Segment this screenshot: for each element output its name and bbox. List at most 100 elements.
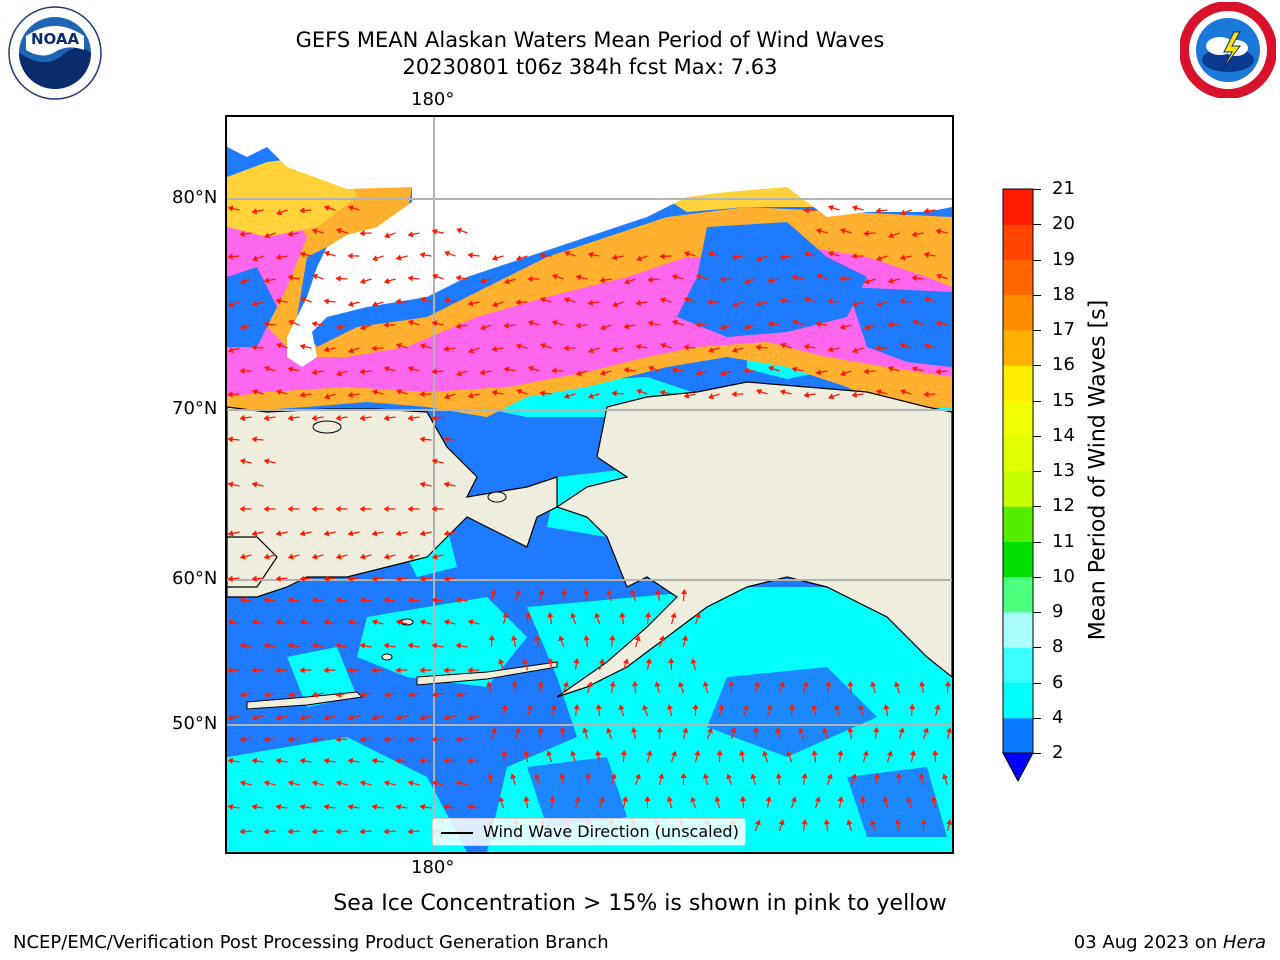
wind-wave-arrowhead-433 [934,704,941,711]
wind-wave-arrowhead-428 [811,703,818,710]
wind-wave-arrowhead-481 [646,750,653,757]
wind-wave-arrowhead-51 [779,253,786,261]
wind-wave-arrowhead-427 [789,703,796,710]
wind-wave-arrowhead-447 [559,726,566,733]
wind-wave-arrowhead-158 [468,347,475,354]
wind-wave-arrowhead-449 [606,727,613,734]
wind-wave-arrowhead-336 [263,642,270,649]
wind-wave-arrowhead-173 [827,346,834,353]
wind-wave-arrowhead-76 [671,274,678,281]
wind-wave-arrowhead-75 [647,276,653,283]
wind-wave-arrowhead-364 [467,667,473,674]
wind-wave-arrowhead-6 [803,207,809,214]
wind-wave-arrowhead-422 [666,704,673,710]
noaa-logo: NOAA [8,6,102,100]
wind-wave-arrowhead-200 [767,365,775,372]
wind-wave-arrowhead-170 [755,344,761,351]
wind-wave-arrowhead-305 [455,597,462,604]
wind-wave-arrowhead-157 [443,345,449,352]
wind-wave-arrowhead-553 [930,796,937,802]
wind-wave-arrowhead-479 [595,750,602,756]
wind-wave-arrowhead-109 [731,301,738,308]
wind-wave-arrowhead-257 [443,481,450,488]
wind-wave-arrowhead-71 [551,273,558,280]
wind-wave-arrowhead-555 [263,828,269,835]
wind-wave-arrowhead-93 [347,300,354,307]
wind-wave-arrowhead-227 [683,392,690,399]
wind-wave-arrowhead-375 [263,691,270,698]
wind-wave-arrowhead-142 [815,321,822,328]
wind-wave-arrowhead-95 [395,298,401,305]
wind-wave-arrowhead-344 [455,642,462,649]
wind-wave-arrowhead-223 [587,393,594,399]
wind-wave-arrowhead-469 [347,757,354,765]
wind-wave-arrowhead-531 [395,803,402,811]
wind-wave-arrowhead-202 [815,369,822,376]
wind-wave-arrowhead-211 [299,391,305,398]
colorbar-tick-17: 17 [1052,319,1075,340]
wind-wave-arrowhead-264 [383,505,389,513]
wind-wave-arrowhead-177 [923,343,930,350]
wind-wave-arrowhead-324 [443,619,450,626]
wind-wave-arrowhead-248 [251,436,257,443]
wind-wave-arrowhead-143 [839,323,846,330]
wind-wave-arrowhead-356 [275,667,281,674]
wind-wave-arrowhead-371 [645,658,652,664]
wind-wave-arrowhead-48 [707,251,714,258]
wind-wave-arrowhead-543 [690,796,697,803]
wind-wave-arrowhead-495 [263,780,270,787]
wind-wave-arrowhead-431 [883,704,890,710]
wind-wave-arrowhead-516 [775,772,782,779]
wind-wave-arrowhead-293 [395,575,401,582]
wind-wave-arrowhead-535 [498,796,505,803]
wind-wave-arrowhead-561 [407,828,413,835]
wind-wave-arrowhead-98 [467,300,474,307]
wind-wave-arrowhead-245 [407,414,414,422]
wind-wave-arrowhead-89 [251,300,258,307]
wind-wave-arrowhead-249 [419,436,425,443]
wind-wave-arrowhead-386 [537,680,544,687]
wind-wave-arrowhead-462 [922,727,929,734]
bottom-longitude-label: 180° [411,857,455,878]
wind-wave-arrowhead-74 [624,278,631,285]
wind-wave-arrowhead-491 [886,750,893,757]
wind-wave-arrowhead-340 [359,642,366,649]
wind-wave-arrowhead-33 [347,252,353,260]
wind-wave-arrowhead-201 [791,366,798,373]
wind-wave-arrowhead-506 [534,773,541,780]
colorbar-tick-11: 11 [1052,530,1075,552]
wind-wave-arrowhead-383 [455,691,462,698]
wind-wave-arrowhead-194 [623,367,630,374]
wind-wave-arrowhead-328 [547,612,554,618]
wind-wave-arrowhead-77 [695,273,702,280]
wind-wave-arrowhead-2 [276,209,283,216]
wind-wave-arrowhead-60 [287,274,294,281]
wind-wave-arrowhead-299 [311,597,318,604]
wind-wave-arrowhead-512 [680,772,687,778]
wind-wave-arrowhead-155 [395,342,402,349]
colorbar-bin-8-9 [1003,612,1033,648]
wind-wave-arrowhead-166 [660,342,667,349]
colorbar-tick-15: 15 [1052,389,1075,411]
wind-wave-arrowhead-217 [443,393,450,400]
wind-wave-arrowhead-316 [251,619,258,626]
wind-wave-arrowhead-520 [873,773,880,779]
nws-logo [1179,1,1277,99]
colorbar-bin-14-15 [1003,400,1033,437]
sea-ice-note: Sea Ice Concentration > 15% is shown in … [333,891,947,916]
wind-wave-arrowhead-487 [786,750,793,757]
wind-wave-arrowhead-382 [431,691,438,698]
colorbar-tick-mark [1033,400,1041,402]
wind-wave-arrowhead-519 [850,773,857,780]
wind-wave-arrowhead-196 [671,367,678,374]
wind-wave-arrowhead-582 [920,818,927,825]
wind-wave-arrowhead-453 [706,727,713,734]
wind-wave-arrowhead-556 [287,828,293,835]
wind-wave-arrowhead-475 [501,749,508,756]
footer-date: 03 Aug 2023 on Hera [1074,932,1266,953]
colorbar-tick-mark [1033,753,1041,754]
wind-wave-arrowhead-260 [287,505,293,513]
wind-wave-arrowhead-197 [695,369,702,376]
wind-wave-arrowhead-347 [534,635,541,642]
wind-wave-arrowhead-176 [899,342,906,349]
